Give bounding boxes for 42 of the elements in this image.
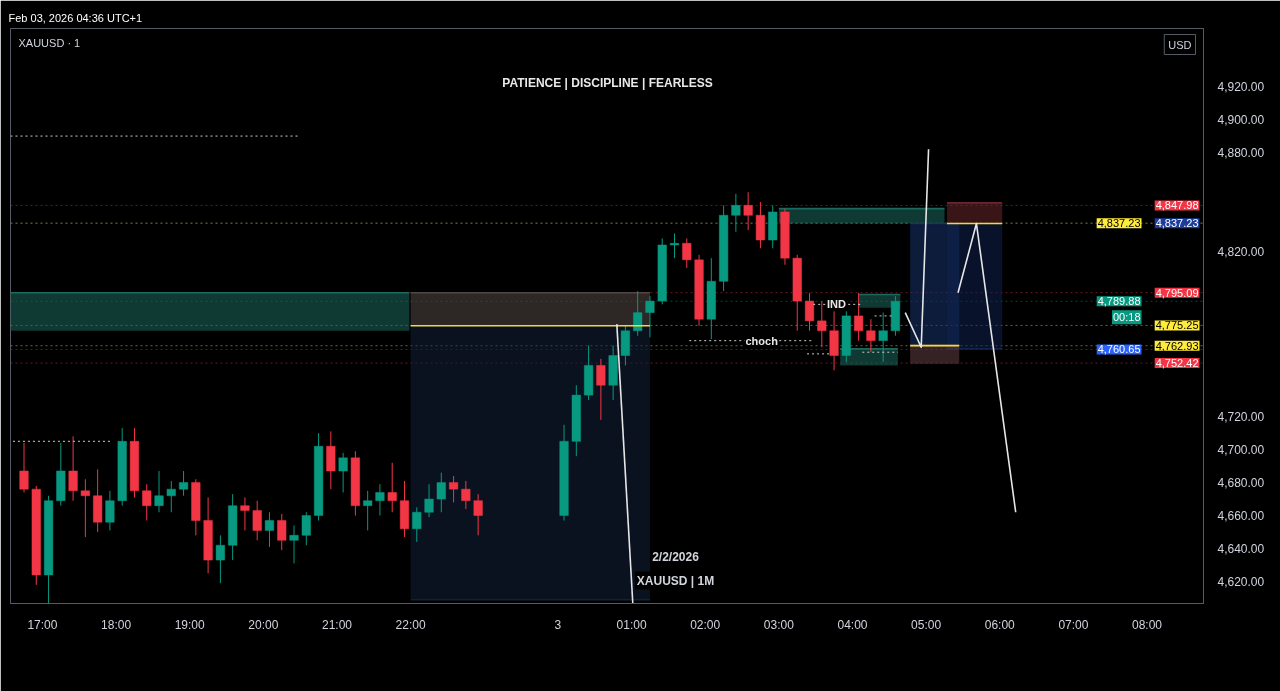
ref-line-label: 4,837.23: [1097, 217, 1141, 230]
text: PATIENCE | DISCIPLINE | FEARLESS: [502, 75, 713, 90]
ref-line-label: 4,837.23: [1155, 217, 1199, 230]
y-tick-label: 4,700.00: [1217, 443, 1265, 458]
y-tick-label: 4,620.00: [1217, 575, 1265, 590]
ref-line-label: 4,789.88 00:18: [1097, 295, 1141, 324]
x-tick-label: 04:00: [837, 617, 868, 632]
annotation: XAUUSD | 1M: [636, 573, 715, 588]
x-tick-label: 02:00: [690, 617, 721, 632]
x-tick-label: 08:00: [1132, 617, 1163, 632]
y-tick-label: 4,680.00: [1217, 476, 1265, 491]
ref-line-label: 4,762.93: [1155, 339, 1199, 352]
ref-line-label: 4,752.42: [1155, 357, 1199, 370]
ref-line-label: 4,795.09: [1155, 286, 1199, 299]
y-axis-title: USD: [1168, 38, 1192, 51]
y-tick-label: 4,720.00: [1217, 410, 1265, 425]
x-tick-label: 07:00: [1058, 617, 1089, 632]
x-tick-label: 18:00: [101, 617, 132, 632]
text: Feb 03, 2026 04:36 UTC+1: [8, 11, 143, 24]
y-tick-label: 4,920.00: [1217, 80, 1265, 95]
ref-line-label: 4,760.65: [1097, 343, 1141, 356]
y-tick-label: 4,820.00: [1217, 245, 1265, 260]
x-tick-label: 17:00: [27, 617, 58, 632]
y-tick-label: 4,660.00: [1217, 509, 1265, 524]
x-tick-label: 22:00: [395, 617, 426, 632]
y-tick-label: 4,880.00: [1217, 146, 1265, 161]
annotation: IND: [827, 298, 847, 311]
x-tick-label: 01:00: [616, 617, 647, 632]
y-tick-label: 4,640.00: [1217, 542, 1265, 557]
x-tick-label: 21:00: [321, 617, 353, 632]
annotation: choch: [745, 334, 779, 347]
y-tick-label: 4,900.00: [1217, 113, 1265, 128]
x-tick-label: 19:00: [174, 617, 206, 632]
ref-line-label: 4,847.98: [1155, 199, 1199, 212]
x-tick-label: 06:00: [984, 617, 1016, 632]
text: XAUUSD · 1: [18, 36, 81, 49]
x-tick-label: 05:00: [911, 617, 942, 632]
x-tick-label: 3: [554, 617, 562, 632]
annotation: 2/2/2026: [652, 549, 700, 564]
ref-line-label: 4,775.25: [1155, 319, 1199, 332]
x-tick-label: 03:00: [763, 617, 795, 632]
x-tick-label: 20:00: [248, 617, 279, 632]
